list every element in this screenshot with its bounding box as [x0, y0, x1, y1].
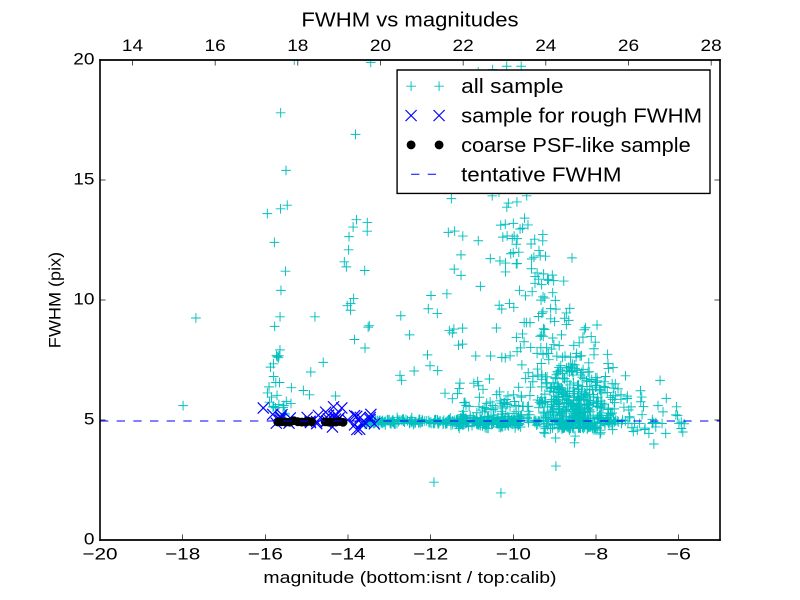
svg-text:20: 20 — [370, 36, 391, 55]
svg-text:−16: −16 — [248, 544, 283, 563]
svg-text:0: 0 — [84, 530, 95, 549]
svg-text:sample for rough FWHM: sample for rough FWHM — [461, 106, 702, 128]
svg-text:20: 20 — [73, 50, 94, 69]
svg-text:magnitude (bottom:isnt / top:c: magnitude (bottom:isnt / top:calib) — [263, 568, 556, 587]
svg-text:−8: −8 — [584, 544, 609, 563]
svg-text:FWHM vs magnitudes: FWHM vs magnitudes — [301, 10, 518, 32]
svg-text:14: 14 — [122, 36, 143, 55]
svg-text:28: 28 — [701, 36, 722, 55]
svg-text:FWHM (pix): FWHM (pix) — [46, 252, 65, 348]
svg-text:−18: −18 — [165, 544, 200, 563]
svg-text:18: 18 — [287, 36, 308, 55]
svg-text:−6: −6 — [666, 544, 691, 563]
svg-text:−12: −12 — [413, 544, 448, 563]
svg-text:15: 15 — [73, 170, 94, 189]
svg-text:tentative FWHM: tentative FWHM — [461, 164, 621, 186]
svg-text:10: 10 — [73, 290, 94, 309]
svg-text:24: 24 — [535, 36, 556, 55]
svg-text:−20: −20 — [82, 544, 117, 563]
svg-text:26: 26 — [618, 36, 639, 55]
svg-text:coarse PSF-like sample: coarse PSF-like sample — [461, 135, 691, 157]
svg-text:16: 16 — [205, 36, 226, 55]
svg-text:5: 5 — [84, 410, 95, 429]
svg-text:−14: −14 — [330, 544, 365, 563]
svg-text:all sample: all sample — [461, 76, 563, 98]
svg-text:22: 22 — [453, 36, 474, 55]
svg-text:−10: −10 — [496, 544, 531, 563]
